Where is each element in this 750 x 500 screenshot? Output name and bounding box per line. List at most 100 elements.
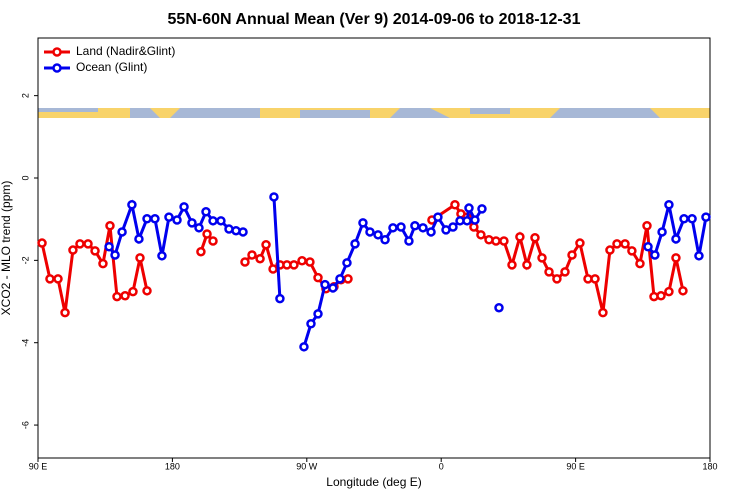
legend-label: Land (Nadir&Glint) <box>76 44 175 58</box>
point <box>470 215 480 225</box>
x-tick-label: 90 W <box>296 461 318 471</box>
point <box>410 221 420 231</box>
point <box>75 239 85 249</box>
point <box>491 236 501 246</box>
point <box>172 215 182 225</box>
point <box>112 291 122 302</box>
point <box>60 307 70 318</box>
point <box>343 274 353 284</box>
point <box>477 204 487 214</box>
point <box>590 274 600 284</box>
point <box>575 238 585 248</box>
point <box>202 229 212 239</box>
point <box>664 200 674 210</box>
point <box>605 245 615 255</box>
point <box>664 286 674 297</box>
point <box>635 258 645 269</box>
point <box>567 250 577 260</box>
point <box>335 274 345 284</box>
x-axis-label: Longitude (deg E) <box>326 475 421 489</box>
plot-frame <box>37 37 711 459</box>
point <box>380 235 390 245</box>
point <box>671 234 681 244</box>
y-tick-label: -4 <box>20 339 30 347</box>
point <box>305 257 315 267</box>
point <box>350 239 360 249</box>
point <box>135 253 145 263</box>
point <box>656 291 666 301</box>
point <box>448 222 458 232</box>
point <box>68 245 78 255</box>
point <box>142 214 152 224</box>
series-line <box>107 196 708 348</box>
legend-label: Ocean (Glint) <box>76 60 147 74</box>
point <box>120 291 130 301</box>
point <box>678 286 688 296</box>
map-land <box>38 108 710 118</box>
point <box>306 319 316 329</box>
map-strip <box>38 108 710 118</box>
point <box>530 232 540 243</box>
point <box>110 250 120 260</box>
point <box>255 253 265 264</box>
point <box>261 239 271 250</box>
point <box>426 227 436 237</box>
y-tick-label: -2 <box>20 256 30 264</box>
point <box>464 203 474 213</box>
point <box>560 267 570 277</box>
point <box>196 246 206 257</box>
point <box>45 274 55 284</box>
point <box>687 214 697 224</box>
point <box>404 236 414 246</box>
chart-title: 55N-60N Annual Mean (Ver 9) 2014-09-06 t… <box>168 11 581 28</box>
point <box>612 239 622 249</box>
point <box>476 230 486 240</box>
y-tick-label: -6 <box>20 421 30 429</box>
point <box>358 218 368 228</box>
point <box>650 250 660 260</box>
legend-marker <box>52 47 62 57</box>
point <box>104 242 114 252</box>
point <box>164 212 174 222</box>
point <box>90 246 100 256</box>
point <box>179 202 189 212</box>
point <box>657 227 667 237</box>
point <box>507 260 517 270</box>
x-tick-label: 90 E <box>29 461 48 471</box>
x-tick-label: 0 <box>439 461 444 471</box>
point <box>128 286 138 297</box>
point <box>269 192 279 202</box>
point <box>365 227 375 237</box>
point <box>142 286 152 296</box>
point <box>627 246 637 256</box>
point <box>433 212 443 222</box>
point <box>342 258 352 268</box>
point <box>494 302 504 313</box>
point <box>297 256 307 266</box>
point <box>642 221 652 231</box>
point <box>396 222 406 232</box>
point <box>462 216 472 226</box>
point <box>98 258 108 269</box>
point <box>701 212 711 222</box>
point <box>313 309 323 319</box>
point <box>313 272 323 283</box>
point <box>117 227 127 237</box>
y-tick-label: 2 <box>20 93 30 98</box>
legend-marker <box>52 63 62 73</box>
point <box>537 253 547 263</box>
point <box>679 214 689 224</box>
point <box>208 236 218 246</box>
point <box>598 307 608 318</box>
point <box>299 342 309 352</box>
point <box>83 239 93 249</box>
point <box>522 260 532 270</box>
point <box>268 264 278 274</box>
point <box>238 227 248 237</box>
x-tick-label: 180 <box>702 461 717 471</box>
point <box>201 207 211 217</box>
y-axis-label: XCO2 - MLO trend (ppm) <box>0 181 13 316</box>
point <box>240 257 250 267</box>
